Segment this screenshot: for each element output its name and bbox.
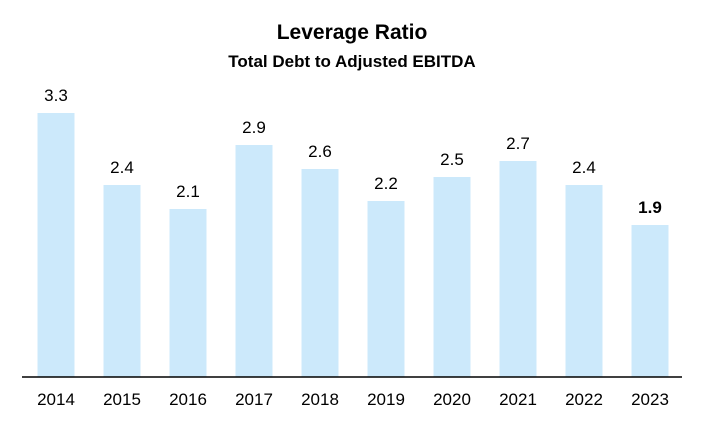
data-label-2021: 2.7 — [506, 134, 530, 153]
x-tick-label-2021: 2021 — [499, 390, 537, 409]
bar-2019 — [367, 201, 405, 377]
bar-2023 — [631, 225, 669, 377]
x-tick-label-2019: 2019 — [367, 390, 405, 409]
x-tick-label-2016: 2016 — [169, 390, 207, 409]
data-label-2023: 1.9 — [638, 198, 662, 217]
x-tick-labels-group: 2014 2015 2016 2017 2018 2019 2020 2021 2022 2023 — [37, 390, 669, 409]
data-label-2020: 2.5 — [440, 150, 464, 169]
x-tick-label-2015: 2015 — [103, 390, 141, 409]
x-tick-label-2014: 2014 — [37, 390, 75, 409]
x-tick-label-2017: 2017 — [235, 390, 273, 409]
bars-group — [37, 113, 669, 377]
bar-2022 — [565, 185, 603, 377]
data-label-2017: 2.9 — [242, 118, 266, 137]
data-label-2022: 2.4 — [572, 158, 596, 177]
chart-subtitle: Total Debt to Adjusted EBITDA — [228, 52, 475, 71]
bar-2016 — [169, 209, 207, 377]
bar-2021 — [499, 161, 537, 377]
data-label-2016: 2.1 — [176, 182, 200, 201]
data-label-2014: 3.3 — [44, 86, 68, 105]
bar-2020 — [433, 177, 471, 377]
x-tick-label-2020: 2020 — [433, 390, 471, 409]
data-labels-group: 3.3 2.4 2.1 2.9 2.6 2.2 2.5 2.7 2.4 1.9 — [44, 86, 662, 217]
x-tick-label-2018: 2018 — [301, 390, 339, 409]
data-label-2018: 2.6 — [308, 142, 332, 161]
chart-title: Leverage Ratio — [277, 21, 428, 44]
bar-2018 — [301, 169, 339, 377]
data-label-2019: 2.2 — [374, 174, 398, 193]
bar-2014 — [37, 113, 75, 377]
x-tick-label-2023: 2023 — [631, 390, 669, 409]
data-label-2015: 2.4 — [110, 158, 134, 177]
bar-2017 — [235, 145, 273, 377]
x-tick-label-2022: 2022 — [565, 390, 603, 409]
bar-2015 — [103, 185, 141, 377]
